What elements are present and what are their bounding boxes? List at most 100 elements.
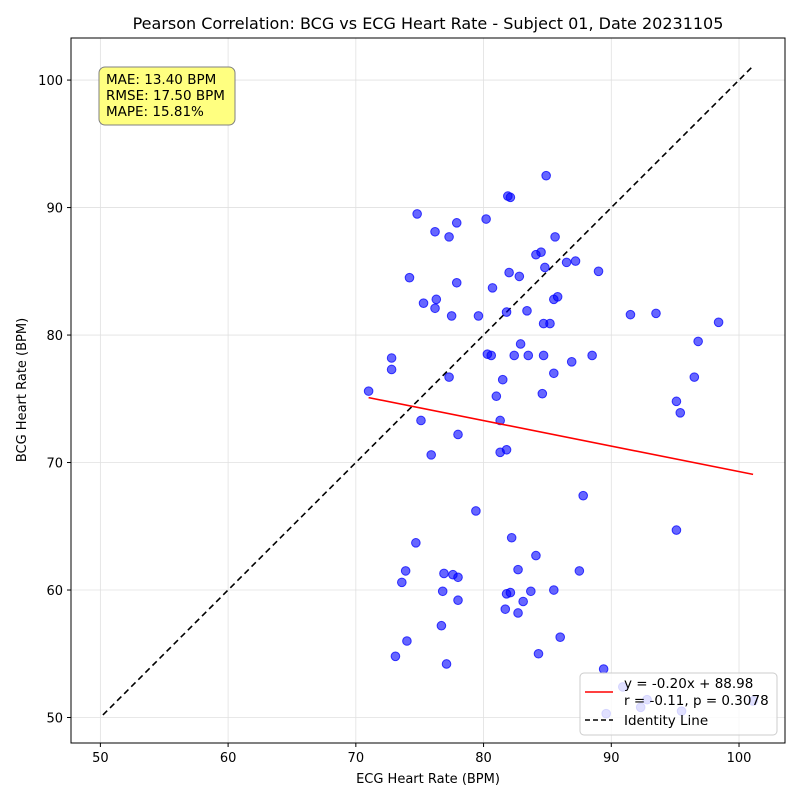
scatter-point [430, 303, 440, 314]
axis-ticks: 50 60 70 80 90 100 50 60 70 80 90 100 [38, 74, 751, 766]
scatter-point [453, 429, 463, 440]
x-tick-label: 100 [727, 751, 752, 766]
scatter-point [540, 262, 550, 273]
scatter-point [689, 372, 700, 382]
scatter-point [545, 318, 555, 329]
scatter-point [453, 572, 463, 583]
scatter-point [446, 311, 457, 321]
scatter-point [671, 525, 682, 535]
scatter-point [536, 247, 546, 257]
legend-fit-label-line1: y = -0.20x + 88.98 [624, 676, 753, 692]
scatter-point [523, 350, 534, 361]
scatter-point [514, 271, 525, 282]
scatter-point [418, 298, 429, 308]
x-tick-label: 70 [348, 751, 365, 766]
scatter-point [506, 532, 517, 543]
scatter-point [574, 566, 585, 576]
scatter-point [501, 307, 512, 317]
scatter-point [363, 386, 374, 396]
scatter-point [430, 226, 440, 237]
x-tick-label: 80 [475, 751, 492, 766]
scatter-point [531, 550, 541, 561]
scatter-point [513, 564, 523, 575]
y-axis-title: BCG Heart Rate (BPM) [15, 318, 30, 462]
scatter-point [513, 608, 523, 618]
scatter-point [487, 283, 498, 293]
scatter-point [444, 372, 454, 382]
regression-line [368, 396, 754, 476]
scatter-point [497, 374, 508, 385]
legend-identity-label: Identity Line [624, 713, 708, 729]
scatter-point [453, 595, 463, 606]
scatter-point [451, 277, 462, 288]
scatter-point [439, 568, 449, 579]
scatter-point [471, 506, 481, 516]
scatter-point [431, 294, 442, 305]
scatter-point [578, 490, 588, 501]
scatter-point [386, 364, 397, 375]
scatter-point [505, 587, 516, 598]
scatter-point [550, 232, 560, 242]
scatter-point [451, 218, 462, 228]
identity-line-layer [102, 65, 754, 716]
y-tick-label: 60 [46, 584, 63, 599]
scatter-point [473, 311, 484, 321]
scatter-point [549, 368, 559, 379]
x-tick-label: 50 [92, 751, 109, 766]
stats-rmse: RMSE: 17.50 BPM [106, 88, 225, 104]
x-tick-label: 90 [603, 751, 620, 766]
scatter-point [651, 308, 661, 319]
scatter-point [390, 651, 401, 662]
scatter-point [505, 192, 516, 203]
x-axis-title: ECG Heart Rate (BPM) [356, 772, 500, 787]
scatter-point [500, 604, 511, 614]
fit-line-layer [368, 396, 754, 476]
y-tick-label: 50 [46, 712, 63, 727]
scatter-point [444, 232, 454, 242]
scatter-point [598, 664, 609, 674]
scatter-point [491, 391, 502, 402]
scatter-point [522, 306, 532, 316]
identity-line [102, 65, 754, 716]
scatter-point [441, 659, 452, 669]
scatter-point [593, 266, 604, 277]
scatter-point [486, 350, 497, 361]
scatter-point [426, 450, 436, 460]
y-tick-label: 90 [46, 202, 63, 217]
scatter-point [533, 648, 544, 659]
chart-title: Pearson Correlation: BCG vs ECG Heart Ra… [133, 14, 724, 33]
y-tick-label: 80 [46, 329, 63, 344]
y-tick-label: 70 [46, 457, 63, 472]
scatter-point [541, 170, 551, 181]
y-tick-label: 100 [38, 74, 63, 89]
scatter-point [404, 272, 415, 283]
stats-box-background [98, 66, 236, 126]
scatter-point [509, 350, 520, 361]
legend-box [579, 672, 778, 736]
scatter-point [436, 620, 447, 631]
scatter-point [549, 585, 559, 595]
scatter-point [675, 408, 686, 418]
scatter-point [416, 415, 426, 426]
stats-box: MAE: 13.40 BPM RMSE: 17.50 BPM MAPE: 15.… [98, 66, 236, 126]
scatter-point [397, 577, 407, 588]
scatter-point [518, 596, 528, 607]
scatter-point [501, 444, 512, 455]
scatter-point [671, 396, 682, 407]
plot-area-frame [70, 37, 786, 744]
scatter-point [411, 538, 421, 548]
legend-fit-label-line2: r = -0.11, p = 0.3078 [624, 693, 769, 709]
scatter-point [587, 350, 597, 361]
scatter-point [561, 257, 572, 268]
scatter-point [566, 357, 577, 367]
x-tick-label: 60 [220, 751, 237, 766]
scatter-point [526, 586, 536, 597]
scatter-point [538, 350, 549, 361]
scatter-point [386, 353, 397, 363]
stats-mape: MAPE: 15.81% [106, 104, 204, 120]
scatter-point [713, 317, 724, 328]
stats-mae: MAE: 13.40 BPM [106, 72, 216, 88]
scatter-point [552, 291, 563, 302]
scatter-point [437, 586, 448, 597]
